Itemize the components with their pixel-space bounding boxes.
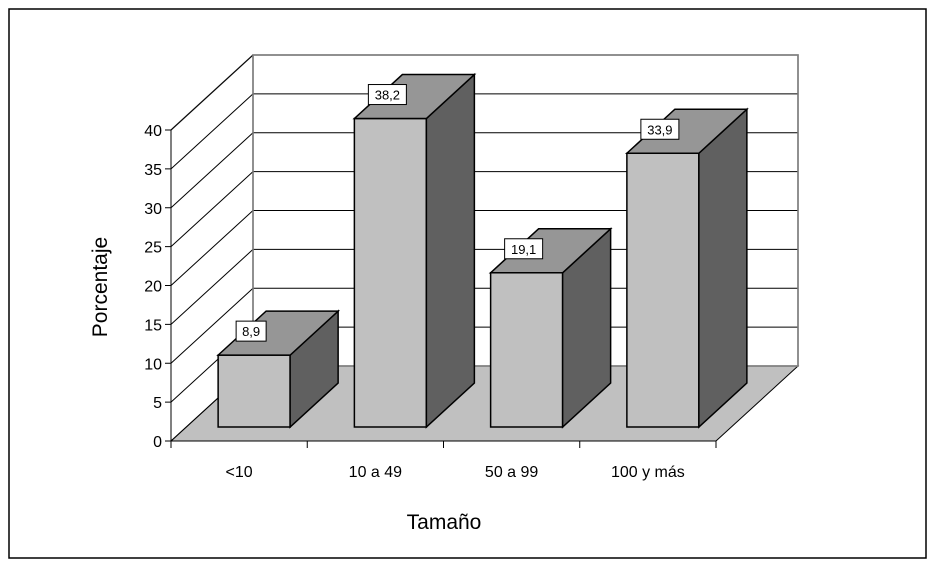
data-label-box: [367, 84, 407, 106]
bar: [216, 309, 341, 429]
data-label: 38,2: [375, 88, 400, 103]
gridline-side: [170, 54, 254, 131]
bar-side: [425, 72, 476, 429]
data-label: 19,1: [511, 242, 536, 257]
bar-front: [217, 354, 291, 428]
bars: [216, 72, 749, 429]
bar-front: [489, 272, 564, 428]
y-tick-label: 25: [144, 240, 162, 257]
y-tick-label: 40: [144, 123, 162, 140]
x-tick-label: 50 a 99: [485, 464, 538, 481]
data-label-box: [640, 118, 680, 140]
data-label: 33,9: [647, 122, 672, 137]
bar: [488, 227, 613, 429]
y-tick-label: 20: [144, 279, 162, 296]
gridline-side: [170, 249, 254, 325]
y-tick-label: 30: [144, 201, 162, 218]
gridline-side: [170, 210, 254, 286]
gridline-side: [170, 132, 254, 209]
y-axis: 0 5 10 15 20 25 30 35 40: [144, 123, 172, 451]
bar-front: [626, 152, 700, 428]
data-labels: 8,9 38,2 19,1 33,9: [235, 84, 680, 342]
y-tick-label: 0: [153, 434, 162, 451]
data-label-box: [235, 320, 267, 342]
y-tick-label: 10: [144, 356, 162, 373]
bar-side: [698, 107, 748, 429]
gridline-side: [170, 171, 254, 247]
x-tick-label: 10 a 49: [349, 464, 402, 481]
gridline-side: [170, 93, 254, 170]
y-tick-label: 5: [153, 395, 162, 412]
y-tick-label: 15: [144, 317, 162, 334]
bar: [624, 107, 749, 429]
y-axis-title: Porcentaje: [89, 237, 112, 337]
x-tick-label: <10: [226, 464, 253, 481]
x-tick-label: 100 y más: [611, 464, 685, 481]
bar: [352, 72, 477, 429]
x-axis: <10 10 a 49 50 a 99 100 y más: [170, 440, 717, 481]
data-label-box: [504, 238, 544, 260]
y-tick-label: 35: [144, 162, 162, 179]
data-label: 8,9: [242, 324, 260, 339]
bar-front: [353, 117, 428, 428]
gridline-side: [170, 287, 254, 364]
x-axis-title: Tamaño: [407, 511, 482, 534]
